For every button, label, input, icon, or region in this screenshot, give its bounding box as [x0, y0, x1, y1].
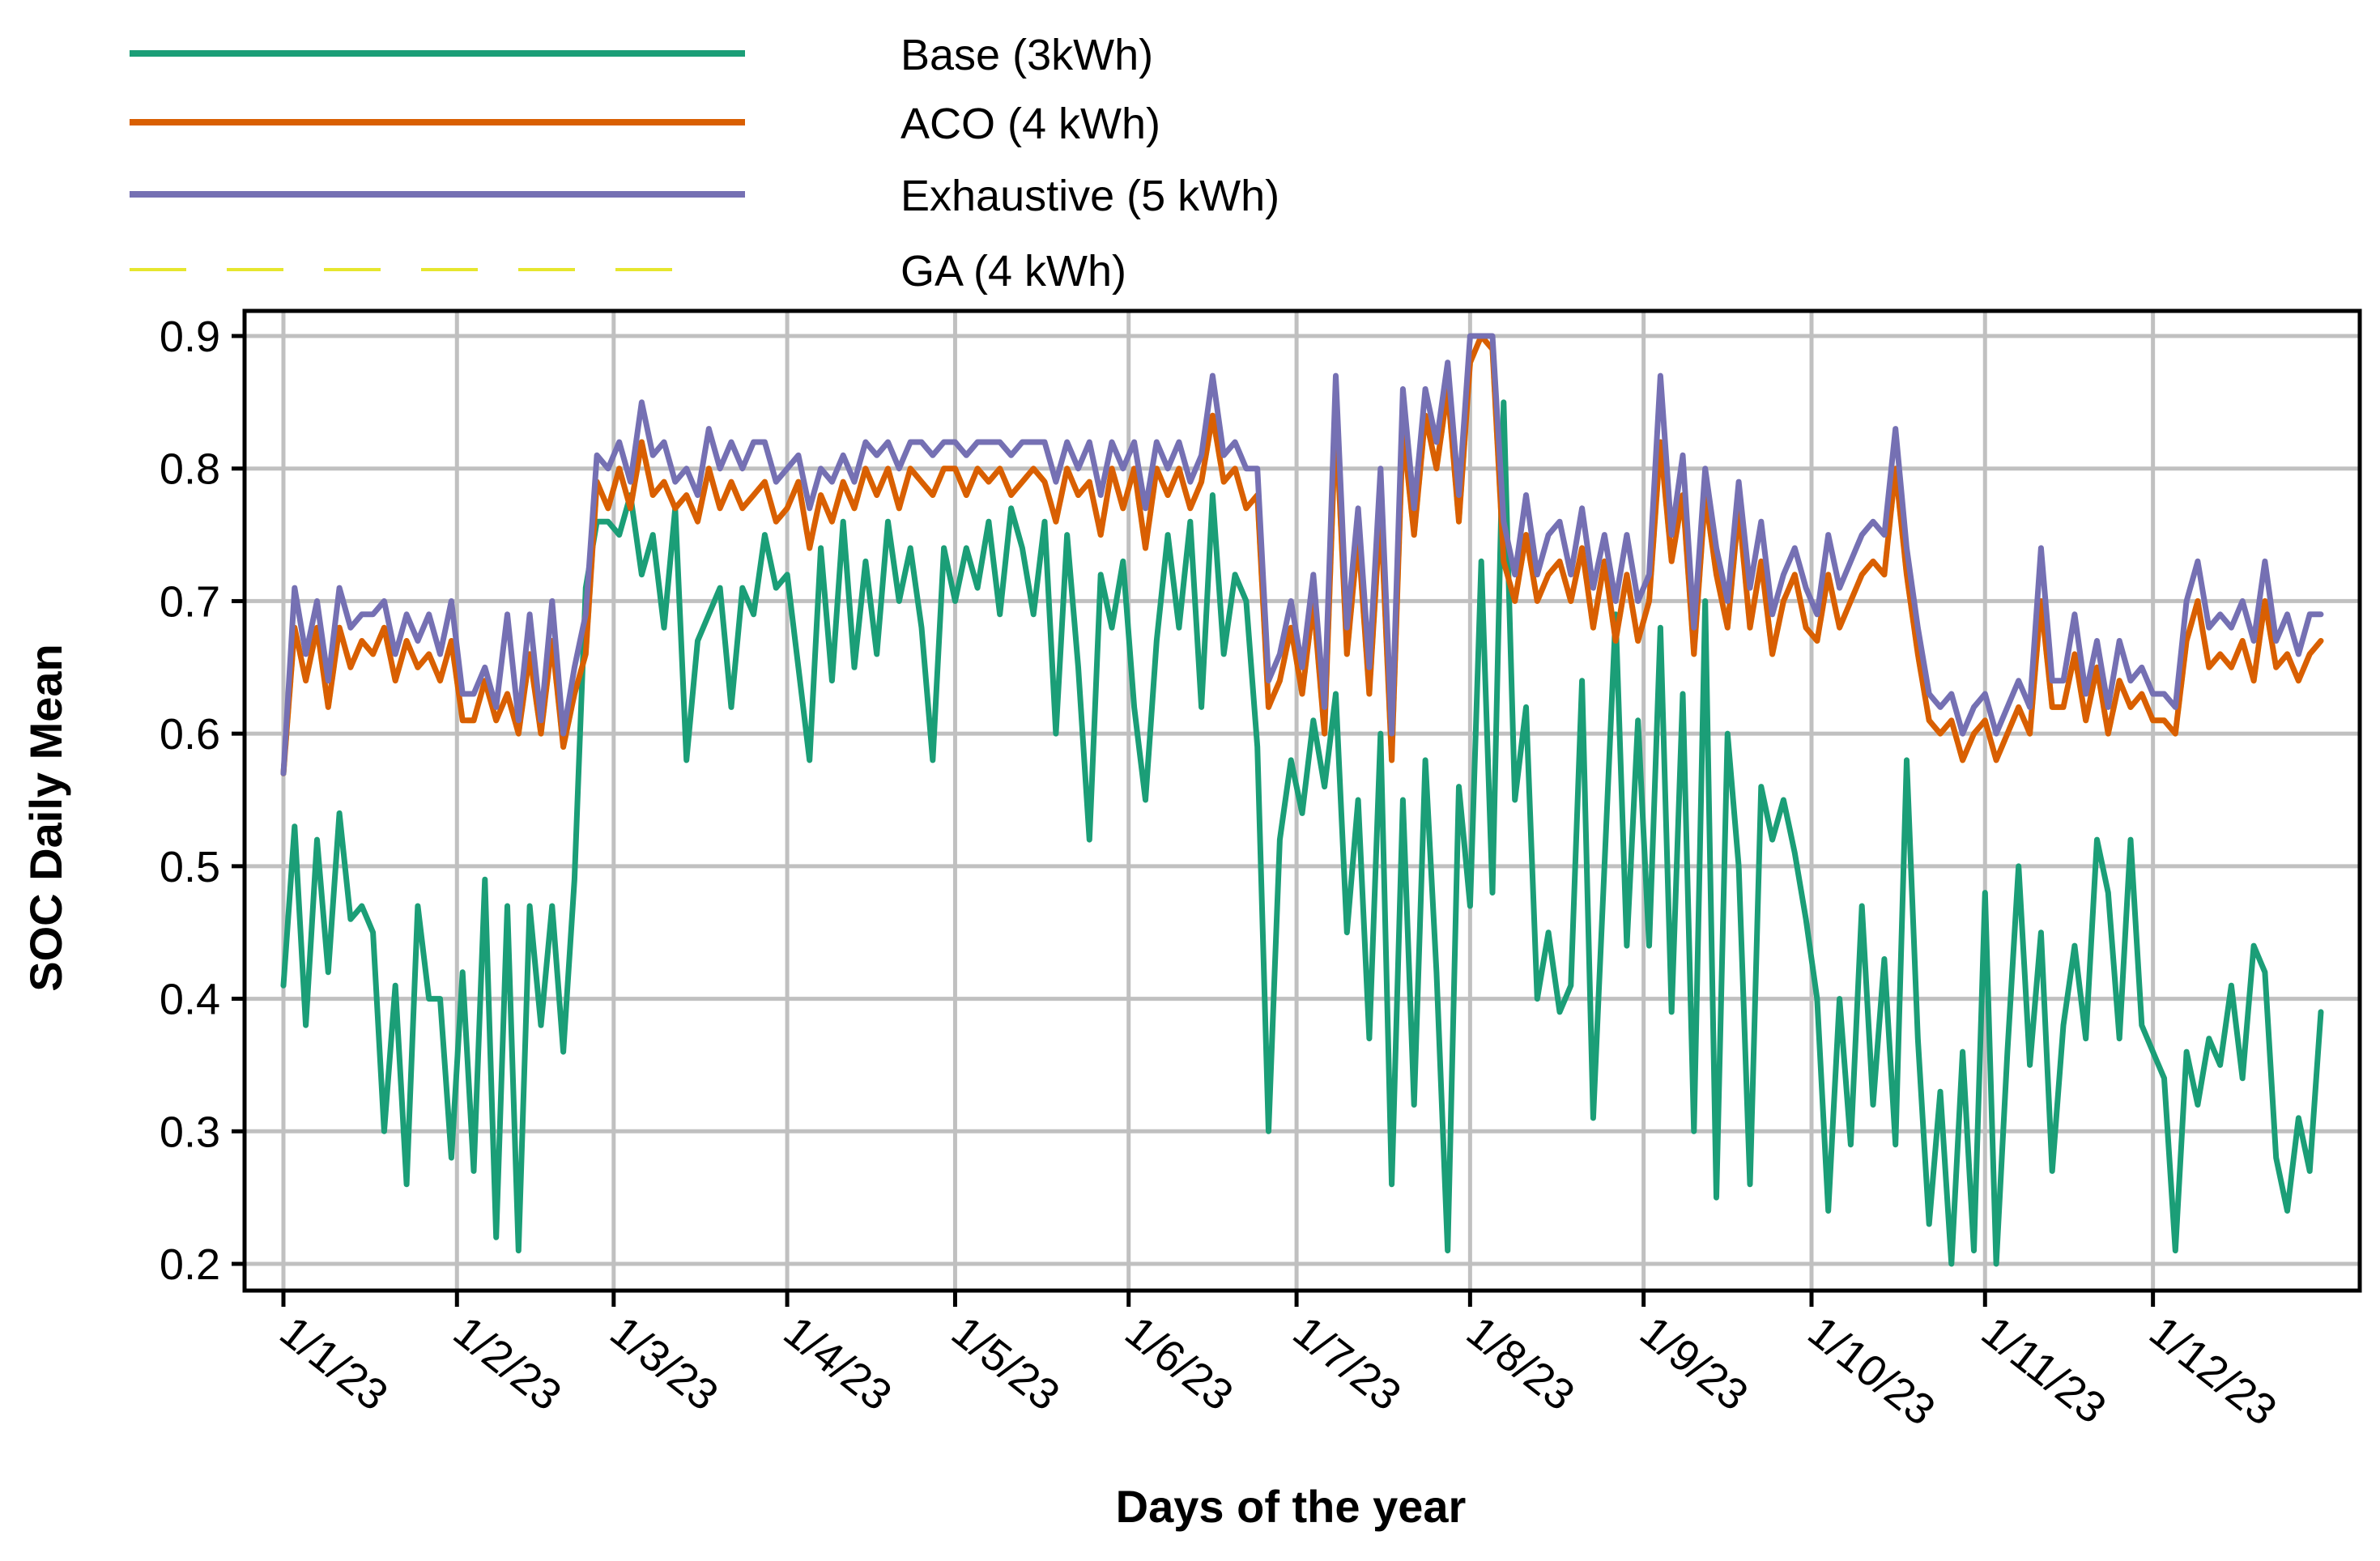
y-axis-title: SOC Daily Mean: [20, 644, 71, 991]
y-tick-label: 0.9: [160, 313, 220, 361]
y-tick-label: 0.5: [160, 843, 220, 891]
y-axis: 0.9 0.8 0.7 0.6 0.5 0.4 0.3 0.2: [160, 313, 245, 1289]
y-tick-label: 0.3: [160, 1108, 220, 1156]
legend: Base (3kWh) ACO (4 kWh) Exhaustive (5 kW…: [130, 31, 1279, 296]
y-tick-label: 0.4: [160, 976, 220, 1024]
y-tick-label: 0.6: [160, 710, 220, 759]
y-tick-label: 0.8: [160, 445, 220, 494]
legend-label-exhaustive: Exhaustive (5 kWh): [900, 172, 1279, 220]
plot-frame: [242, 308, 2362, 1293]
x-axis-title: Days of the year: [1116, 1481, 1467, 1532]
series-line-exhaustive-5-kwh: [280, 333, 2324, 776]
y-tick-label: 0.2: [160, 1240, 220, 1289]
series-line-base-3kwh: [280, 399, 2324, 1267]
series-line-aco-4-kwh: [280, 333, 2324, 776]
legend-label-base: Base (3kWh): [900, 31, 1153, 79]
y-tick-label: 0.7: [160, 577, 220, 626]
series-lines: [280, 333, 2324, 1267]
legend-label-aco: ACO (4 kWh): [900, 100, 1160, 148]
legend-label-ga: GA (4 kWh): [900, 247, 1126, 296]
